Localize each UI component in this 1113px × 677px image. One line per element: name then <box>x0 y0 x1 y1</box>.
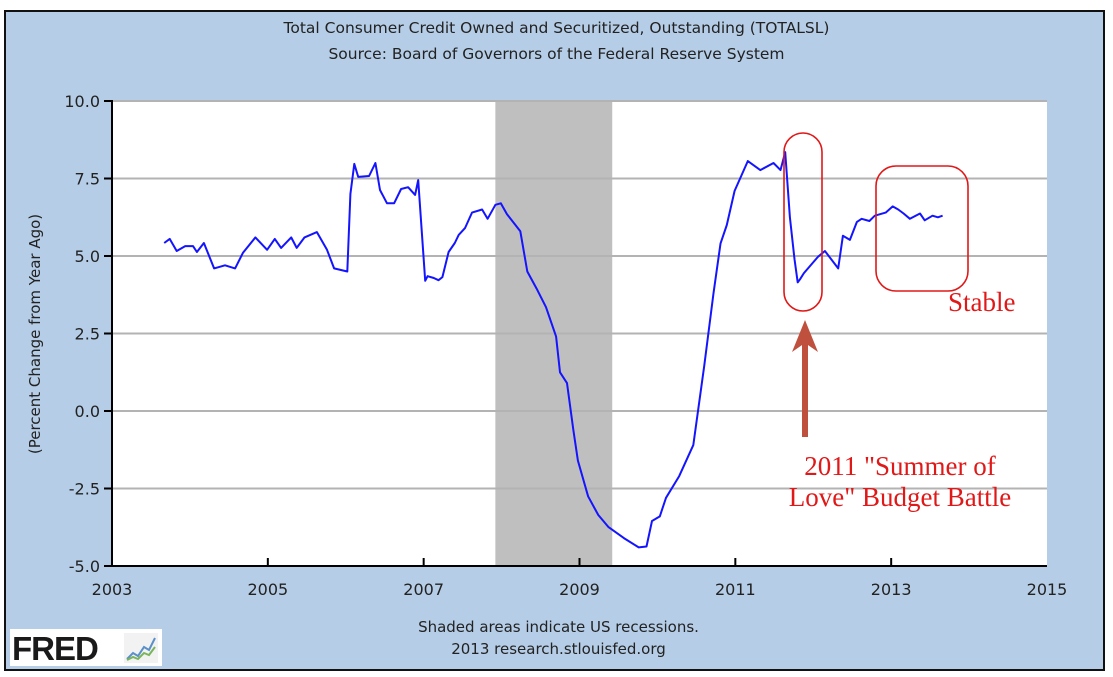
y-axis-label: (Percent Change from Year Ago) <box>26 214 44 454</box>
chart-title: Total Consumer Credit Owned and Securiti… <box>283 19 830 37</box>
y-tick-label: -5.0 <box>69 557 100 576</box>
x-tick-label: 2003 <box>92 580 133 599</box>
highlight-oval-2011 <box>783 132 823 312</box>
y-tick-label: 10.0 <box>64 92 100 111</box>
x-tick-label: 2015 <box>1027 580 1068 599</box>
annotation-battle-line1: 2011 "Summer of <box>804 451 996 481</box>
series-line-totalsl <box>163 151 943 549</box>
x-tick-label: 2009 <box>559 580 600 599</box>
annotation-stable: Stable <box>948 287 1016 317</box>
annotation-budget-battle: 2011 "Summer of Love" Budget Battle <box>760 451 1040 513</box>
y-tick-label: 5.0 <box>75 247 100 266</box>
recession-footnote: Shaded areas indicate US recessions. <box>418 618 699 636</box>
x-tick-label: 2007 <box>403 580 444 599</box>
highlight-box-stable <box>875 165 969 292</box>
x-tick-label: 2011 <box>715 580 756 599</box>
source-credit[interactable]: 2013 research.stlouisfed.org <box>451 640 666 658</box>
arrow-head <box>792 320 818 352</box>
y-tick-label: -2.5 <box>69 480 100 499</box>
annotation-battle-line2: Love" Budget Battle <box>788 482 1012 512</box>
fred-logo[interactable]: FRED <box>10 629 162 667</box>
chart-subtitle: Source: Board of Governors of the Federa… <box>328 45 785 63</box>
y-tick-label: 0.0 <box>75 402 100 421</box>
y-tick-label: 2.5 <box>75 325 100 344</box>
fred-chart-icon <box>124 633 158 663</box>
x-tick-label: 2013 <box>871 580 912 599</box>
fred-logo-text: FRED <box>12 630 99 667</box>
x-tick-label: 2005 <box>247 580 288 599</box>
y-tick-label: 7.5 <box>75 170 100 189</box>
